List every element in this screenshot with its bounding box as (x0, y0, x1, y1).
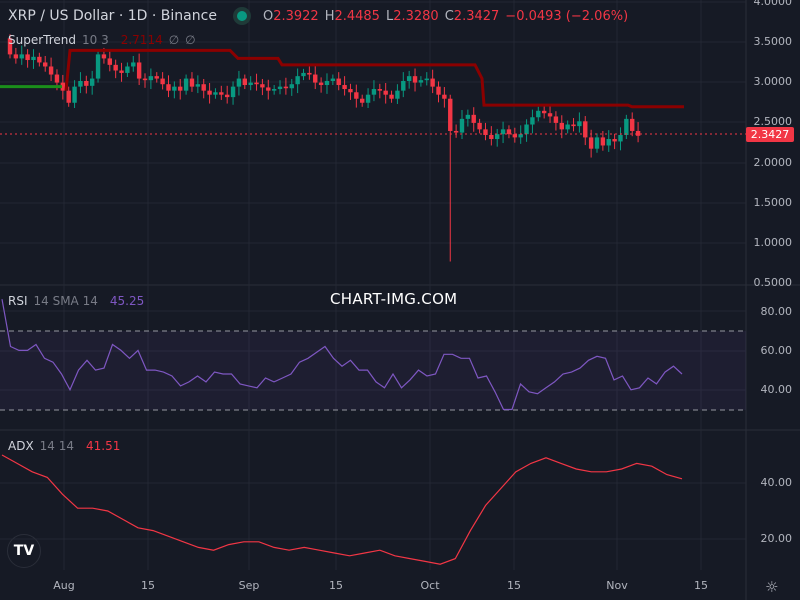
adx-tick: 20.00 (760, 532, 793, 545)
adx-value: 41.51 (86, 439, 121, 453)
price-tick: 1.0000 (753, 236, 793, 249)
supertrend-value: 2.7114 (120, 33, 163, 47)
rsi-name: RSI (8, 294, 28, 308)
price-tick: 2.5000 (753, 115, 793, 128)
adx-name: ADX (8, 439, 34, 453)
supertrend-empty-1: ∅ (168, 33, 180, 47)
settings-gear-icon[interactable]: ☼ (765, 578, 779, 596)
low-label: L (385, 8, 394, 24)
symbol-title[interactable]: XRP / US Dollar · 1D · Binance (8, 8, 217, 24)
price-tick: 2.0000 (753, 156, 793, 169)
close-label: C (444, 8, 454, 24)
price-tick: 0.5000 (753, 276, 793, 289)
price-tick: 4.0000 (753, 0, 793, 8)
supertrend-line (0, 48, 684, 109)
rsi-params: 14 SMA 14 (33, 294, 98, 308)
time-tick: 15 (141, 579, 155, 592)
adx-line (1, 454, 683, 565)
supertrend-name: SuperTrend (8, 33, 76, 47)
rsi-band (0, 331, 746, 410)
high-value: 2.4485 (334, 8, 380, 24)
candlestick-series (7, 34, 641, 262)
time-tick: 15 (329, 579, 343, 592)
time-tick: Oct (420, 579, 440, 592)
market-status-icon (236, 11, 247, 21)
supertrend-empty-2: ∅ (185, 33, 196, 47)
rsi-tick: 80.00 (760, 305, 793, 318)
rsi-legend[interactable]: RSI 14 SMA 14 45.25 (8, 294, 144, 308)
price-tick: 3.5000 (753, 35, 793, 48)
last-price-tag: 2.3427 (746, 127, 794, 142)
adx-legend[interactable]: ADX 14 14 41.51 (8, 439, 120, 453)
price-tick: 3.0000 (753, 75, 793, 88)
rsi-tick: 60.00 (760, 344, 793, 357)
time-tick: Aug (53, 579, 75, 592)
adx-params: 14 14 (39, 439, 75, 453)
open-value: 2.3922 (273, 8, 319, 24)
close-value: 2.3427 (453, 8, 500, 24)
time-tick: Nov (606, 579, 628, 592)
rsi-line (1, 299, 683, 411)
price-tick: 1.5000 (753, 196, 793, 209)
supertrend-legend[interactable]: SuperTrend 10 3 2.7114 ∅ ∅ (8, 33, 196, 47)
supertrend-params: 10 3 (82, 33, 109, 47)
tradingview-logo-icon[interactable]: TV (7, 534, 41, 568)
time-tick: 15 (507, 579, 521, 592)
high-label: H (324, 8, 335, 24)
rsi-tick: 40.00 (760, 383, 793, 396)
change-value: −0.0493 (−2.06%) (505, 8, 629, 24)
adx-tick: 40.00 (760, 476, 793, 489)
time-tick: 15 (694, 579, 708, 592)
low-value: 2.3280 (393, 8, 439, 24)
rsi-value: 45.25 (109, 294, 145, 308)
symbol-legend: XRP / US Dollar · 1D · Binance O 2.3922 H… (8, 8, 628, 24)
time-tick: Sep (238, 579, 260, 592)
open-label: O (262, 8, 274, 24)
watermark: CHART-IMG.COM (330, 290, 458, 308)
